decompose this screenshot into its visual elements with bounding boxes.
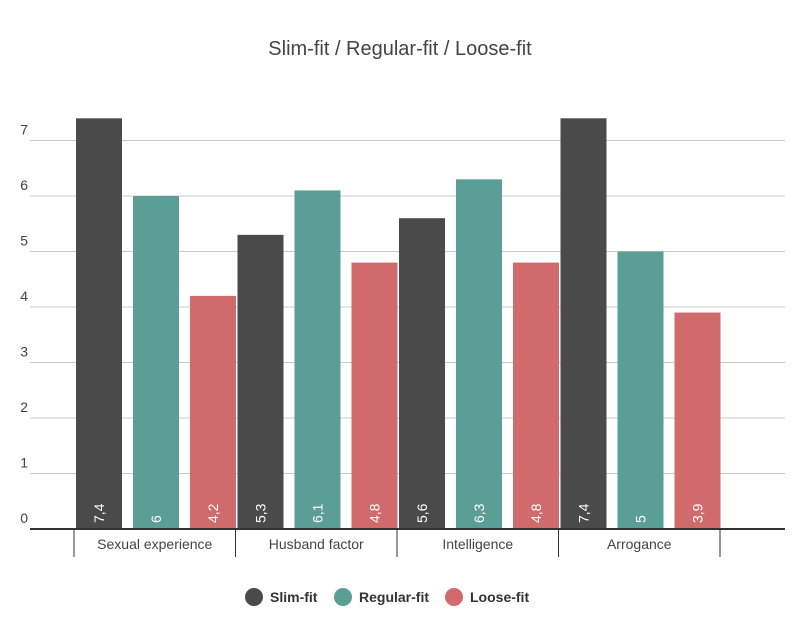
bar-value-label: 6,3 bbox=[471, 503, 487, 523]
bar bbox=[190, 295, 236, 529]
bar bbox=[351, 262, 398, 529]
bar bbox=[294, 190, 341, 529]
legend-label: Loose-fit bbox=[470, 589, 529, 605]
bar-value-label: 5 bbox=[633, 515, 649, 523]
x-tick-label: Sexual experience bbox=[97, 536, 212, 552]
bar bbox=[513, 262, 559, 529]
chart-title: Slim-fit / Regular-fit / Loose-fit bbox=[268, 38, 532, 60]
bar-value-label: 6 bbox=[148, 515, 164, 523]
y-tick-label: 1 bbox=[20, 455, 28, 471]
bar bbox=[237, 234, 284, 529]
legend-marker bbox=[445, 588, 463, 606]
x-tick-label: Intelligence bbox=[442, 536, 513, 552]
legend-marker bbox=[245, 588, 263, 606]
legend-label: Slim-fit bbox=[270, 589, 318, 605]
x-tick-label: Arrogance bbox=[607, 536, 672, 552]
y-tick-label: 7 bbox=[20, 122, 28, 138]
bar-value-label: 5,3 bbox=[253, 503, 269, 523]
bar-value-label: 6,1 bbox=[310, 503, 326, 523]
bar-value-label: 7,4 bbox=[91, 503, 107, 523]
bar-value-label: 4,8 bbox=[528, 503, 544, 523]
y-tick-label: 5 bbox=[20, 233, 28, 249]
bar-value-label: 3,9 bbox=[690, 503, 706, 523]
bar bbox=[674, 312, 721, 529]
y-tick-label: 4 bbox=[20, 288, 28, 304]
bar-value-label: 4,8 bbox=[367, 503, 383, 523]
y-tick-label: 0 bbox=[20, 510, 28, 526]
bar bbox=[617, 251, 664, 529]
y-tick-label: 3 bbox=[20, 344, 28, 360]
bar-value-label: 7,4 bbox=[576, 503, 592, 523]
x-tick-label: Husband factor bbox=[269, 536, 364, 552]
bar bbox=[399, 218, 445, 529]
bar bbox=[133, 196, 179, 529]
y-tick-label: 6 bbox=[20, 177, 28, 193]
bar bbox=[456, 179, 502, 529]
legend-marker bbox=[334, 588, 352, 606]
bar-value-label: 4,2 bbox=[205, 503, 221, 523]
bar-value-label: 5,6 bbox=[414, 503, 430, 523]
y-tick-label: 2 bbox=[20, 399, 28, 415]
bar bbox=[560, 118, 607, 530]
legend-label: Regular-fit bbox=[359, 589, 429, 605]
bar bbox=[76, 118, 122, 530]
